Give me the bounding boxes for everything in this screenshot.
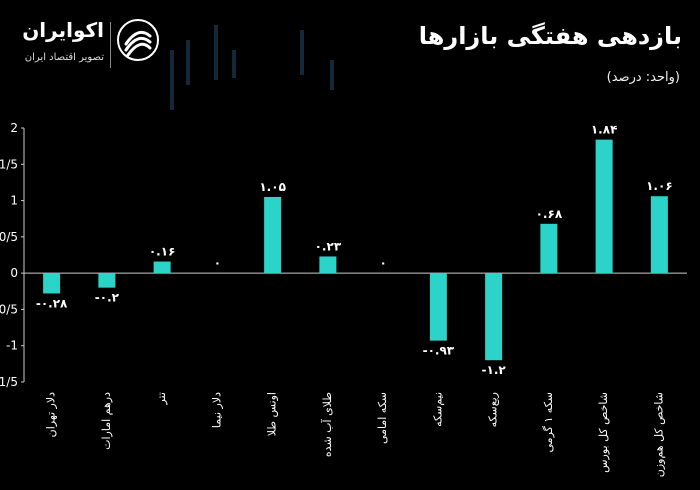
y-tick-label: -1/5: [0, 375, 18, 389]
logo-divider: [110, 22, 111, 68]
category-label: اونس طلا: [266, 392, 279, 436]
data-label: ۱.۰۵: [259, 180, 286, 194]
bar: [319, 256, 337, 274]
category-label: شاخص کل بورس: [597, 392, 610, 473]
y-tick-label: 0: [10, 266, 18, 280]
category-label: سکه امامی: [376, 392, 389, 444]
y-tick-label: 1/5: [0, 157, 18, 171]
decor-bar: [232, 50, 236, 78]
bar: [429, 273, 447, 341]
bar: [98, 273, 116, 288]
bar: [153, 261, 171, 274]
logo: اکوایران تصویر اقتصاد ایران: [6, 14, 159, 74]
category-label: تتر: [155, 392, 168, 405]
bar: [264, 196, 282, 274]
category-label: درهم امارات: [100, 392, 113, 450]
data-label: ۱.۸۴: [591, 123, 618, 137]
bar: [43, 273, 61, 294]
category-label: دلار نیما: [210, 392, 223, 428]
y-tick-label: 0/5: [0, 230, 18, 244]
data-label: -۰.۹۳: [423, 344, 455, 358]
category-label: دلار تهران: [45, 392, 58, 437]
logo-tagline: تصویر اقتصاد ایران: [24, 52, 104, 63]
data-label: ۰: [379, 256, 386, 270]
category-label: سکه ۱ گرمی: [542, 392, 555, 452]
y-tick-label: 1: [10, 194, 18, 208]
bar: [650, 196, 668, 274]
decor-bar: [214, 25, 218, 80]
data-label: ۱.۰۶: [646, 179, 673, 193]
data-label: ۰: [214, 256, 221, 270]
data-label: ۰.۱۶: [149, 245, 176, 259]
bar: [595, 139, 613, 274]
unit-caption: (واحد: درصد): [606, 70, 680, 85]
data-label: ۰.۶۸: [536, 207, 563, 221]
category-label: طلای آب شده: [320, 392, 334, 457]
bar: [540, 223, 558, 274]
category-label: ربع‌سکه: [487, 392, 500, 427]
page-title: بازدهی هفتگی بازارها: [418, 22, 682, 50]
data-label: ۰.۲۳: [315, 239, 342, 253]
ecoiran-swirl-icon: [117, 19, 159, 61]
data-label: -۱.۲: [482, 363, 507, 377]
category-label: شاخص کل هم‌وزن: [652, 392, 665, 477]
category-label: نیم‌سکه: [431, 392, 444, 427]
decor-bar: [170, 50, 174, 110]
bar: [485, 273, 503, 361]
data-label: -۰.۲: [95, 291, 120, 305]
data-label: -۰.۲۸: [36, 296, 68, 310]
y-tick-label: -1: [6, 339, 18, 353]
decor-bar: [186, 40, 190, 85]
y-tick-label: 2: [10, 121, 18, 135]
decor-bar: [300, 30, 304, 75]
decor-bar: [330, 60, 334, 90]
y-tick-label: -0/5: [0, 302, 18, 316]
logo-name: اکوایران: [22, 18, 104, 42]
